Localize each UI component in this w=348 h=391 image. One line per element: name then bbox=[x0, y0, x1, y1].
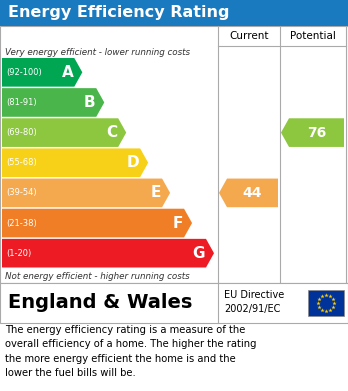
Polygon shape bbox=[2, 58, 82, 87]
Bar bbox=[0, 0, 348, 26]
Polygon shape bbox=[219, 179, 278, 207]
Bar bbox=[0, 26, 348, 283]
Text: C: C bbox=[106, 125, 117, 140]
Polygon shape bbox=[2, 149, 148, 177]
Text: England & Wales: England & Wales bbox=[8, 294, 192, 312]
Text: (92-100): (92-100) bbox=[6, 68, 42, 77]
Text: (21-38): (21-38) bbox=[6, 219, 37, 228]
Text: A: A bbox=[62, 65, 73, 80]
Text: (1-20): (1-20) bbox=[6, 249, 31, 258]
Text: (81-91): (81-91) bbox=[6, 98, 37, 107]
Text: G: G bbox=[192, 246, 205, 261]
Text: 76: 76 bbox=[307, 126, 326, 140]
Text: Current: Current bbox=[229, 31, 269, 41]
Text: D: D bbox=[127, 155, 139, 170]
Text: F: F bbox=[173, 215, 183, 231]
Text: The energy efficiency rating is a measure of the
overall efficiency of a home. T: The energy efficiency rating is a measur… bbox=[5, 325, 256, 378]
Bar bbox=[0, 283, 348, 323]
Text: (39-54): (39-54) bbox=[6, 188, 37, 197]
Text: Not energy efficient - higher running costs: Not energy efficient - higher running co… bbox=[5, 272, 190, 281]
Text: Energy Efficiency Rating: Energy Efficiency Rating bbox=[8, 5, 229, 20]
Text: Very energy efficient - lower running costs: Very energy efficient - lower running co… bbox=[5, 48, 190, 57]
Text: EU Directive
2002/91/EC: EU Directive 2002/91/EC bbox=[224, 290, 284, 314]
Polygon shape bbox=[2, 118, 126, 147]
Text: Potential: Potential bbox=[290, 31, 336, 41]
Polygon shape bbox=[281, 118, 344, 147]
Polygon shape bbox=[2, 179, 170, 207]
Polygon shape bbox=[2, 239, 214, 267]
Text: B: B bbox=[84, 95, 95, 110]
Text: (69-80): (69-80) bbox=[6, 128, 37, 137]
Text: E: E bbox=[151, 185, 161, 201]
Bar bbox=[308, 290, 344, 316]
Text: 44: 44 bbox=[243, 186, 262, 200]
Text: (55-68): (55-68) bbox=[6, 158, 37, 167]
Polygon shape bbox=[2, 88, 104, 117]
Polygon shape bbox=[2, 209, 192, 237]
